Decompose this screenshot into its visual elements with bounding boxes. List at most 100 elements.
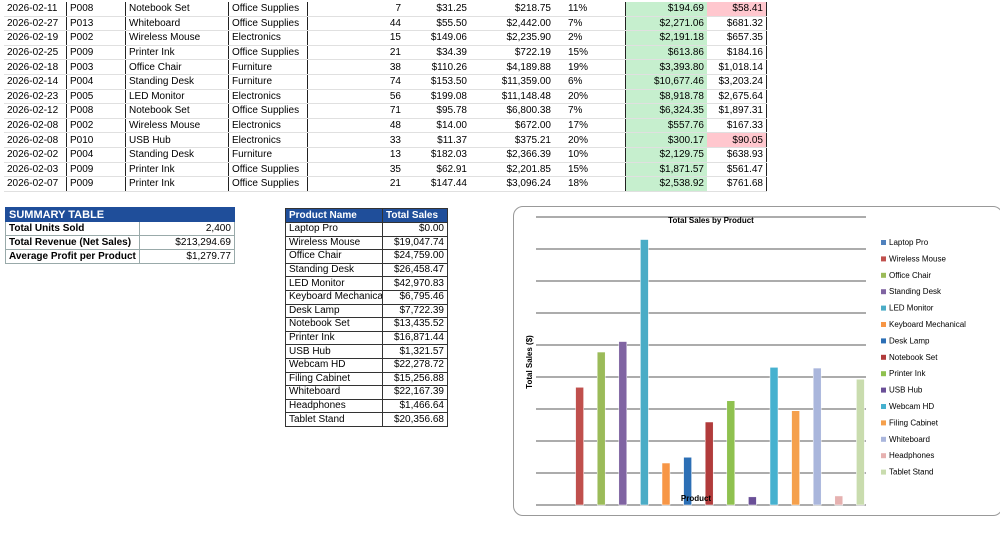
product-name-cell[interactable]: Wireless Mouse (285, 235, 383, 251)
table-cell-profit[interactable]: $90.05 (707, 132, 767, 148)
table-cell-net[interactable]: $672.00 (470, 118, 554, 134)
table-cell-discount[interactable]: 15% (554, 45, 626, 61)
table-cell-gross[interactable]: $2,129.75 (625, 147, 707, 163)
summary-row[interactable]: Total Units Sold 2,400 (5, 221, 235, 236)
total-sales-cell[interactable]: $24,759.00 (382, 249, 448, 264)
table-row[interactable]: 2026-02-25 P009 Printer Ink Office Supplies… (4, 45, 767, 61)
table-cell-date[interactable]: 2026-02-25 (4, 45, 67, 61)
table-cell-units[interactable]: 13 (307, 147, 404, 163)
table-cell-category[interactable]: Office Supplies (228, 162, 308, 178)
table-cell-discount[interactable]: 18% (554, 176, 626, 192)
table-cell-category[interactable]: Furniture (228, 147, 308, 163)
table-cell-pid[interactable]: P003 (66, 59, 126, 75)
table-cell-date[interactable]: 2026-02-03 (4, 162, 67, 178)
table-cell-profit[interactable]: $2,675.64 (707, 89, 767, 105)
table-cell-profit[interactable]: $761.68 (707, 176, 767, 192)
table-cell-product[interactable]: Notebook Set (125, 2, 229, 17)
product-name-cell[interactable]: Headphones (285, 398, 383, 414)
summary-value[interactable]: $213,294.69 (138, 235, 235, 250)
table-cell-profit[interactable]: $1,897.31 (707, 103, 767, 119)
total-sales-cell[interactable]: $0.00 (382, 222, 448, 237)
table-cell-category[interactable]: Office Supplies (228, 176, 308, 192)
table-cell-category[interactable]: Electronics (228, 132, 308, 148)
table-cell-date[interactable]: 2026-02-08 (4, 132, 67, 148)
total-sales-cell[interactable]: $20,356.68 (382, 412, 448, 427)
total-sales-cell[interactable]: $22,167.39 (382, 385, 448, 400)
table-row[interactable]: 2026-02-18 P003 Office Chair Furniture 38 $11… (4, 59, 767, 75)
table-cell-discount[interactable]: 15% (554, 162, 626, 178)
table-cell-product[interactable]: Wireless Mouse (125, 118, 229, 134)
table-cell-discount[interactable]: 7% (554, 103, 626, 119)
table-cell-units[interactable]: 15 (307, 30, 404, 46)
table-cell-pid[interactable]: P009 (66, 45, 126, 61)
total-sales-cell[interactable]: $1,321.57 (382, 344, 448, 359)
table-cell-product[interactable]: Whiteboard (125, 16, 229, 32)
total-sales-cell[interactable]: $26,458.47 (382, 262, 448, 278)
product-name-cell[interactable]: Office Chair (285, 249, 383, 264)
table-cell-category[interactable]: Furniture (228, 74, 308, 90)
table-cell-date[interactable]: 2026-02-14 (4, 74, 67, 90)
table-cell-units[interactable]: 71 (307, 103, 404, 119)
total-sales-cell[interactable]: $13,435.52 (382, 317, 448, 332)
table-cell-profit[interactable]: $184.16 (707, 45, 767, 61)
table-cell-units[interactable]: 21 (307, 45, 404, 61)
total-sales-chart[interactable]: Total Sales by Product Total Sales ($) Pro… (513, 206, 1000, 516)
table-cell-product[interactable]: Standing Desk (125, 147, 229, 163)
list-item[interactable]: Laptop Pro $0.00 (285, 222, 448, 237)
table-cell-date[interactable]: 2026-02-27 (4, 16, 67, 32)
product-name-cell[interactable]: Webcam HD (285, 357, 383, 373)
product-name-cell[interactable]: Keyboard Mechanical (285, 289, 383, 305)
table-cell-pid[interactable]: P002 (66, 30, 126, 46)
list-item[interactable]: Printer Ink $16,871.44 (285, 330, 448, 346)
table-cell-date[interactable]: 2026-02-11 (4, 2, 67, 17)
total-sales-cell[interactable]: $22,278.72 (382, 357, 448, 373)
table-cell-category[interactable]: Office Supplies (228, 103, 308, 119)
list-item[interactable]: Whiteboard $22,167.39 (285, 385, 448, 400)
table-row[interactable]: 2026-02-14 P004 Standing Desk Furniture 74 $1… (4, 74, 767, 90)
table-cell-profit[interactable]: $561.47 (707, 162, 767, 178)
table-cell-profit[interactable]: $1,018.14 (707, 59, 767, 75)
table-cell-units[interactable]: 74 (307, 74, 404, 90)
table-cell-units[interactable]: 33 (307, 132, 404, 148)
table-cell-category[interactable]: Office Supplies (228, 45, 308, 61)
table-cell-pid[interactable]: P013 (66, 16, 126, 32)
table-cell-profit[interactable]: $58.41 (707, 2, 767, 17)
table-cell-category[interactable]: Office Supplies (228, 16, 308, 32)
table-cell-category[interactable]: Electronics (228, 118, 308, 134)
table-cell-product[interactable]: USB Hub (125, 132, 229, 148)
table-cell-pid[interactable]: P010 (66, 132, 126, 148)
table-cell-price[interactable]: $55.50 (404, 16, 470, 32)
table-cell-price[interactable]: $11.37 (404, 132, 470, 148)
product-name-cell[interactable]: Printer Ink (285, 330, 383, 346)
table-cell-product[interactable]: Printer Ink (125, 176, 229, 192)
summary-title[interactable]: SUMMARY TABLE (5, 207, 235, 222)
table-cell-price[interactable]: $199.08 (404, 89, 470, 105)
table-cell-net[interactable]: $2,366.39 (470, 147, 554, 163)
table-cell-units[interactable]: 35 (307, 162, 404, 178)
table-cell-product[interactable]: Printer Ink (125, 162, 229, 178)
table-cell-units[interactable]: 56 (307, 89, 404, 105)
list-item[interactable]: Desk Lamp $7,722.39 (285, 303, 448, 319)
table-cell-pid[interactable]: P009 (66, 176, 126, 192)
table-cell-product[interactable]: Standing Desk (125, 74, 229, 90)
list-item[interactable]: Wireless Mouse $19,047.74 (285, 235, 448, 251)
table-cell-net[interactable]: $218.75 (470, 2, 554, 17)
table-cell-profit[interactable]: $657.35 (707, 30, 767, 46)
table-cell-net[interactable]: $2,235.90 (470, 30, 554, 46)
table-cell-net[interactable]: $2,442.00 (470, 16, 554, 32)
table-cell-profit[interactable]: $167.33 (707, 118, 767, 134)
table-cell-gross[interactable]: $6,324.35 (625, 103, 707, 119)
summary-value[interactable]: 2,400 (138, 221, 235, 236)
table-cell-date[interactable]: 2026-02-18 (4, 59, 67, 75)
table-row[interactable]: 2026-02-23 P005 LED Monitor Electronics 56 $1… (4, 89, 767, 105)
table-cell-discount[interactable]: 2% (554, 30, 626, 46)
table-cell-price[interactable]: $147.44 (404, 176, 470, 192)
table-cell-price[interactable]: $182.03 (404, 147, 470, 163)
product-name-cell[interactable]: Laptop Pro (285, 222, 383, 237)
table-cell-gross[interactable]: $10,677.46 (625, 74, 707, 90)
table-cell-gross[interactable]: $300.17 (625, 132, 707, 148)
table-cell-category[interactable]: Furniture (228, 59, 308, 75)
product-name-cell[interactable]: LED Monitor (285, 276, 383, 291)
table-cell-product[interactable]: Notebook Set (125, 103, 229, 119)
table-cell-date[interactable]: 2026-02-08 (4, 118, 67, 134)
